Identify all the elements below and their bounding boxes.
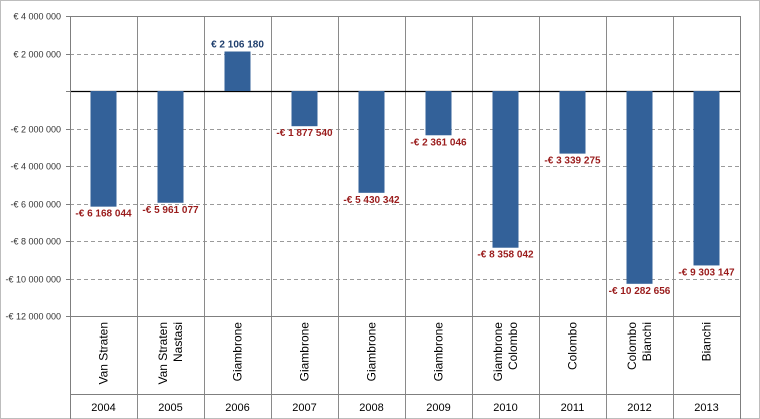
data-label: -€ 9 303 147 <box>678 267 735 278</box>
category-label: Colombo <box>625 322 639 370</box>
category-label: Bianchi <box>700 322 714 361</box>
bar <box>559 91 586 154</box>
data-label: € 2 106 180 <box>211 40 264 51</box>
year-label: 2004 <box>91 402 115 414</box>
category-label: Giambrone <box>231 322 245 382</box>
year-label: 2008 <box>359 402 383 414</box>
bar <box>425 91 452 136</box>
year-label: 2013 <box>694 402 718 414</box>
bar <box>224 51 251 91</box>
y-tick-label: -€ 10 000 000 <box>5 275 61 285</box>
y-tick-label: -€ 6 000 000 <box>10 200 61 210</box>
data-label: -€ 8 358 042 <box>477 250 534 261</box>
bar <box>90 91 117 207</box>
year-label: 2006 <box>225 402 249 414</box>
category-label: Colombo <box>566 322 580 370</box>
y-tick-label: -€ 4 000 000 <box>10 162 61 172</box>
y-tick-label: -€ 2 000 000 <box>10 125 61 135</box>
category-label: Van Straten <box>97 322 111 384</box>
category-label: Giambrone <box>298 322 312 382</box>
year-label: 2007 <box>292 402 316 414</box>
data-label: -€ 1 877 540 <box>276 128 333 139</box>
year-label: 2010 <box>493 402 517 414</box>
data-label: -€ 5 961 077 <box>142 205 199 216</box>
bar <box>626 91 653 284</box>
data-label: -€ 3 339 275 <box>544 156 601 167</box>
data-label: -€ 10 282 656 <box>609 286 671 297</box>
category-label: Giambrone <box>365 322 379 382</box>
year-label: 2012 <box>627 402 651 414</box>
year-label: 2005 <box>158 402 182 414</box>
category-label: Bianchi <box>640 322 654 361</box>
bar <box>358 91 385 193</box>
y-tick-label: -€ 8 000 000 <box>10 237 61 247</box>
data-label: -€ 2 361 046 <box>410 137 467 148</box>
year-label: 2011 <box>561 402 585 414</box>
bar <box>693 91 720 266</box>
category-label: Van Straten <box>156 322 170 384</box>
bar <box>291 91 318 127</box>
category-label: Giambrone <box>432 322 446 382</box>
category-label: Colombo <box>506 322 520 370</box>
bar <box>157 91 184 203</box>
y-tick-label: € 2 000 000 <box>13 50 61 60</box>
y-tick-label: € 4 000 000 <box>13 12 61 22</box>
bar <box>492 91 519 248</box>
year-label: 2009 <box>426 402 450 414</box>
category-label: Nastasi <box>171 322 185 362</box>
y-tick-label: -€ 12 000 000 <box>5 312 61 322</box>
data-label: -€ 6 168 044 <box>75 209 132 220</box>
data-label: -€ 5 430 342 <box>343 195 400 206</box>
category-label: Giambrone <box>491 322 505 382</box>
